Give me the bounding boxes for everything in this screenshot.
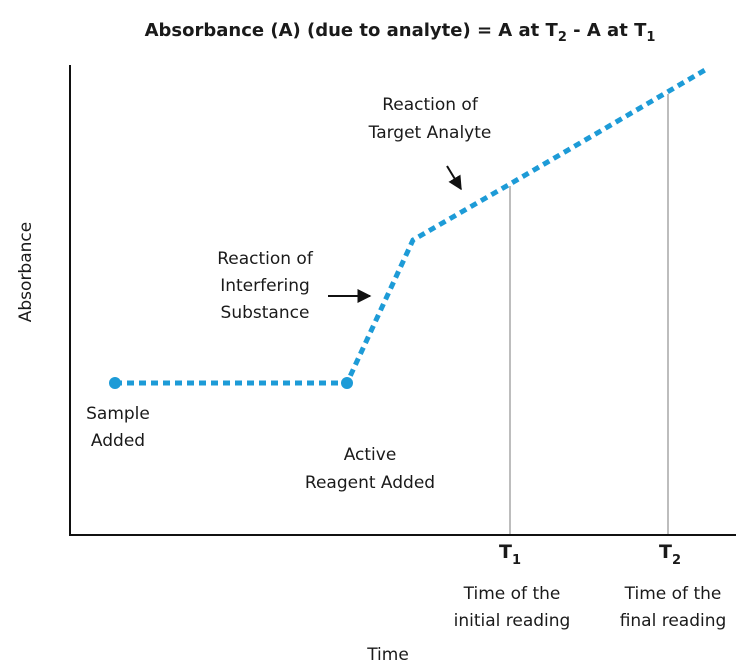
annotation: Added (91, 431, 145, 451)
reading-index: 2 (672, 553, 681, 568)
arrow (446, 165, 462, 191)
reading-note: final reading (620, 611, 727, 631)
title-text: - A at T (567, 20, 647, 41)
annotation: Target Analyte (368, 123, 492, 143)
annotation: Sample (86, 404, 150, 424)
reading-symbol: T (499, 541, 512, 563)
annotation: Interfering (220, 276, 310, 296)
title-subscript: 1 (646, 30, 655, 45)
reading-note: Time of the (463, 584, 561, 604)
title-subscript: 2 (558, 30, 567, 45)
annotation: Active (344, 445, 397, 465)
reading-index: 1 (512, 553, 521, 568)
reading-label: T1 (499, 541, 521, 568)
y-axis-label: Absorbance (16, 222, 36, 322)
reading-label: T2 (659, 541, 681, 568)
absorbance-curve (115, 67, 707, 386)
reading-note: initial reading (454, 611, 571, 631)
annotation: Reaction of (382, 95, 479, 115)
annotation: Reagent Added (305, 473, 435, 493)
annotation: Reaction of (217, 249, 314, 269)
annotation: Substance (221, 303, 310, 323)
reagent-point (341, 377, 353, 389)
x-axis-label: Time (366, 645, 409, 665)
reading-symbol: T (659, 541, 672, 563)
reading-note: Time of the (624, 584, 722, 604)
title-text: Absorbance (A) (due to analyte) = A at T (145, 20, 559, 41)
title: Absorbance (A) (due to analyte) = A at T… (145, 20, 656, 45)
sample-point (109, 377, 121, 389)
